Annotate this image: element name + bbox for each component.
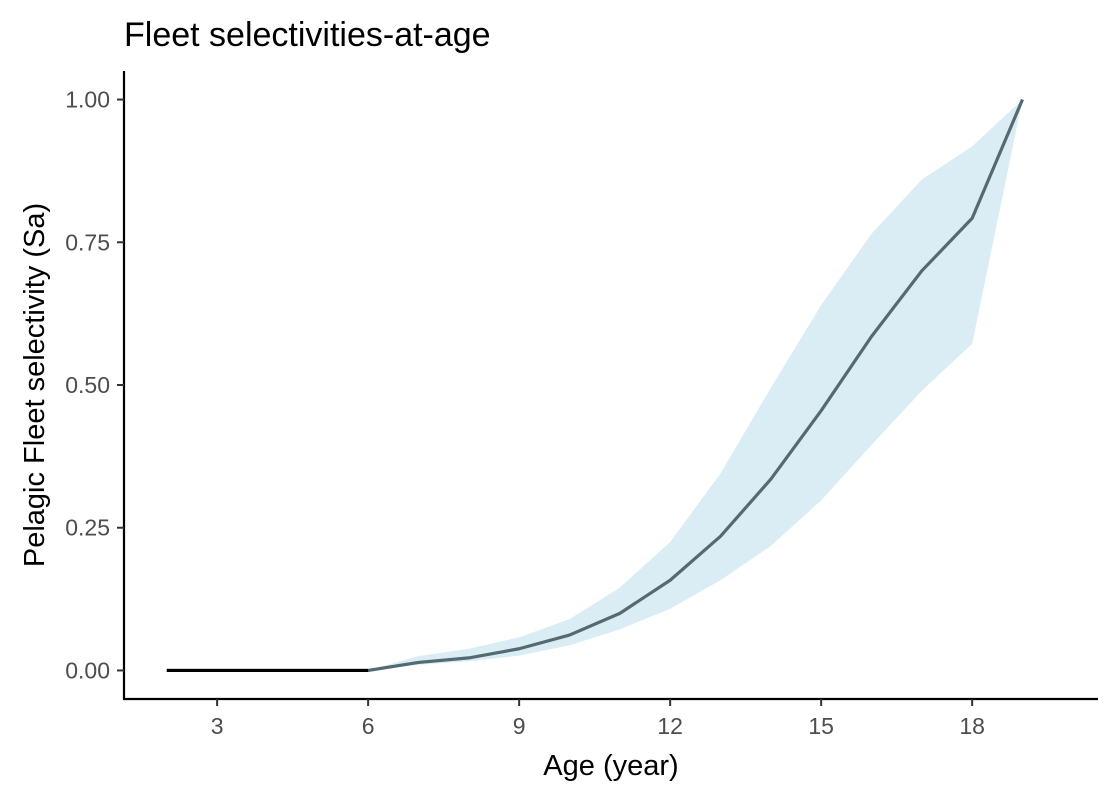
y-axis-ticks: 0.00 0.25 0.50 0.75 1.00 [65,87,124,683]
y-tick-label: 1.00 [65,87,110,113]
y-tick-label: 0.00 [65,657,110,683]
y-tick-label: 0.75 [65,229,110,255]
x-axis-title: Age (year) [543,750,678,782]
x-tick-label: 15 [808,713,834,739]
x-tick-label: 12 [657,713,683,739]
x-tick-label: 6 [362,713,375,739]
chart-title: Fleet selectivities-at-age [124,16,491,54]
x-axis-ticks: 3 6 9 12 15 18 [211,699,985,739]
y-tick-label: 0.50 [65,372,110,398]
x-tick-label: 18 [959,713,985,739]
y-tick-label: 0.25 [65,515,110,541]
x-tick-label: 3 [211,713,224,739]
x-tick-label: 9 [513,713,526,739]
y-axis-title: Pelagic Fleet selectivity (Sa) [19,203,51,567]
confidence-band-layer [166,99,1023,671]
confidence-band [166,99,1023,671]
series-line-layer [166,98,1024,673]
